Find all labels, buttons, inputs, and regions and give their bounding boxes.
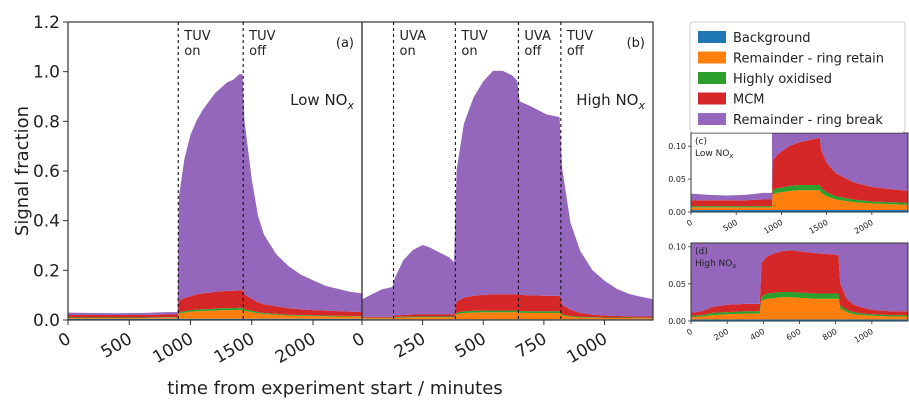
inset-c-ytick-label: 0.00 <box>668 208 686 217</box>
legend-entry-remainder-ring-retain: Remainder - ring retain <box>733 52 884 67</box>
panel-a-event-label: on <box>184 44 200 59</box>
inset-d-xtick-label: 200 <box>712 327 730 342</box>
inset-c-ytick-label: 0.05 <box>668 175 686 184</box>
inset-d-ytick-label: 0.10 <box>668 243 686 252</box>
x-axis-label: time from experiment start / minutes <box>167 378 502 399</box>
legend-swatch-background <box>698 31 726 43</box>
panel-b-area-mcm <box>362 294 653 318</box>
panel-b-area-highly-oxidised <box>362 310 653 319</box>
panel-b-frame <box>361 21 654 321</box>
inset-c-xtick-label: 1000 <box>762 218 784 236</box>
panel-a-condition-sub: x <box>346 99 354 112</box>
legend-entry-background: Background <box>733 31 811 46</box>
panel-a-ytick-label: 0.2 <box>33 261 60 281</box>
panel-b-label: (b) <box>627 36 645 51</box>
inset-c-xtick-label: 500 <box>721 218 739 233</box>
panel-b-xtick-label: 1000 <box>564 329 611 368</box>
panel-a-ytick-label: 0.0 <box>33 311 60 331</box>
panel-a-xtick-label: 2000 <box>272 329 319 368</box>
panel-d-area-mcm <box>691 250 908 316</box>
area-layer <box>68 70 908 321</box>
inset-d-xtick-label: 800 <box>821 327 839 342</box>
inset-d-condition-sub: x <box>731 262 737 270</box>
panel-b-area-remainder-ring-break <box>362 70 653 317</box>
panel-b-xtick-label: 500 <box>452 329 490 363</box>
legend-entry-mcm: MCM <box>733 93 765 108</box>
legend-swatch-mcm <box>698 92 726 105</box>
panel-b-event-label: off <box>567 44 585 59</box>
panel-b-condition-sub: x <box>637 99 645 112</box>
panel-b-event-label: off <box>524 44 542 59</box>
panel-b-xtick-label: 0 <box>349 329 368 352</box>
panel-a-event-label: off <box>249 44 267 59</box>
inset-d-ytick-label: 0.00 <box>668 317 686 326</box>
legend-box <box>689 21 906 133</box>
y-axis-label: Signal fraction <box>12 106 33 236</box>
inset-c-condition-text: Low NO <box>695 149 729 159</box>
panel-b-event-label: on <box>461 44 477 59</box>
panel-b-event-label: on <box>400 44 416 59</box>
panel-d-area-remainder-ring-retain <box>691 297 908 320</box>
legend-swatch-remainder-ring-break <box>698 113 726 125</box>
panel-c-area-highly-oxidised <box>691 185 908 208</box>
panel-a-area-mcm <box>68 290 362 318</box>
panel-d-area-remainder-ring-break <box>691 243 908 313</box>
panel-a-xtick-label: 1000 <box>150 329 197 368</box>
legend-swatch-highly-oxidised <box>698 72 726 84</box>
panel-c-area-remainder-ring-break <box>691 133 908 201</box>
inset-d-condition-text: High NO <box>695 259 732 269</box>
panel-b-xtick-label: 750 <box>512 329 550 363</box>
inset-d-ytick-label: 0.05 <box>668 280 686 289</box>
panel-a-label: (a) <box>336 36 354 51</box>
panel-a-area-remainder-ring-retain <box>68 309 362 319</box>
panel-a-area-highly-oxidised <box>68 307 362 318</box>
panel-b-area-remainder-ring-retain <box>362 312 653 320</box>
inset-c-xtick-label: 2000 <box>853 218 875 236</box>
panel-a-xtick-label: 500 <box>98 329 136 363</box>
panel-b-event-label: UVA <box>400 29 427 44</box>
panel-a-event-label: TUV <box>248 29 275 44</box>
panel-c-area-remainder-ring-retain <box>691 190 908 210</box>
panel-b-xtick-label: 250 <box>391 329 429 363</box>
panel-b-condition-text: High NO <box>576 91 638 109</box>
panel-d-area-highly-oxidised <box>691 292 908 318</box>
panel-c-area-mcm <box>691 137 908 207</box>
inset-c-condition: Low NOx <box>695 149 734 160</box>
inset-c-ytick-label: 0.10 <box>668 142 686 151</box>
legend-swatch-remainder-ring-retain <box>698 51 726 64</box>
panel-a-plot <box>68 74 362 320</box>
panel-a-ytick-label: 1.2 <box>33 13 60 33</box>
panel-a-event-label: TUV <box>183 29 210 44</box>
axes-layer <box>63 21 909 325</box>
inset-d-label: (d) <box>695 247 708 257</box>
inset-d-condition: High NOx <box>695 259 737 270</box>
panel-a-ytick-label: 1.0 <box>33 63 60 83</box>
inset-d-xtick-label: 600 <box>785 327 803 342</box>
panel-a-condition: Low NOx <box>290 91 354 112</box>
panel-a-xtick-label: 0 <box>55 329 74 352</box>
inset-d-xtick-label: 1000 <box>853 327 875 345</box>
panel-b-event-label: TUV <box>460 29 487 44</box>
inset-c-condition-sub: x <box>728 152 734 160</box>
panel-a-xtick-label: 1500 <box>211 329 258 368</box>
panel-a-area-remainder-ring-break <box>68 74 362 315</box>
panel-a-ytick-label: 0.8 <box>33 112 60 132</box>
panel-b-event-label: TUV <box>566 29 593 44</box>
panel-a-ytick-label: 0.4 <box>33 212 60 232</box>
panel-a-ytick-label: 0.6 <box>33 162 60 182</box>
panel-a-condition-text: Low NO <box>290 91 347 109</box>
panel-b-condition: High NOx <box>576 91 645 112</box>
inset-c-xtick-label: 0 <box>685 218 694 228</box>
legend: Background Remainder - ring retain Highly … <box>689 21 906 133</box>
legend-entry-highly-oxidised: Highly oxidised <box>733 72 832 87</box>
legend-entry-remainder-ring-break: Remainder - ring break <box>733 113 883 128</box>
inset-d-xtick-label: 0 <box>685 327 694 337</box>
panel-b-event-label: UVA <box>524 29 551 44</box>
inset-c-xtick-label: 1500 <box>807 218 829 236</box>
inset-d-xtick-label: 400 <box>749 327 767 342</box>
inset-c-label: (c) <box>695 137 707 147</box>
